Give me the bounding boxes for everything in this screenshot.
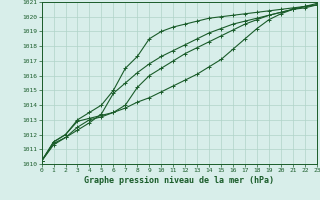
X-axis label: Graphe pression niveau de la mer (hPa): Graphe pression niveau de la mer (hPa)	[84, 176, 274, 185]
